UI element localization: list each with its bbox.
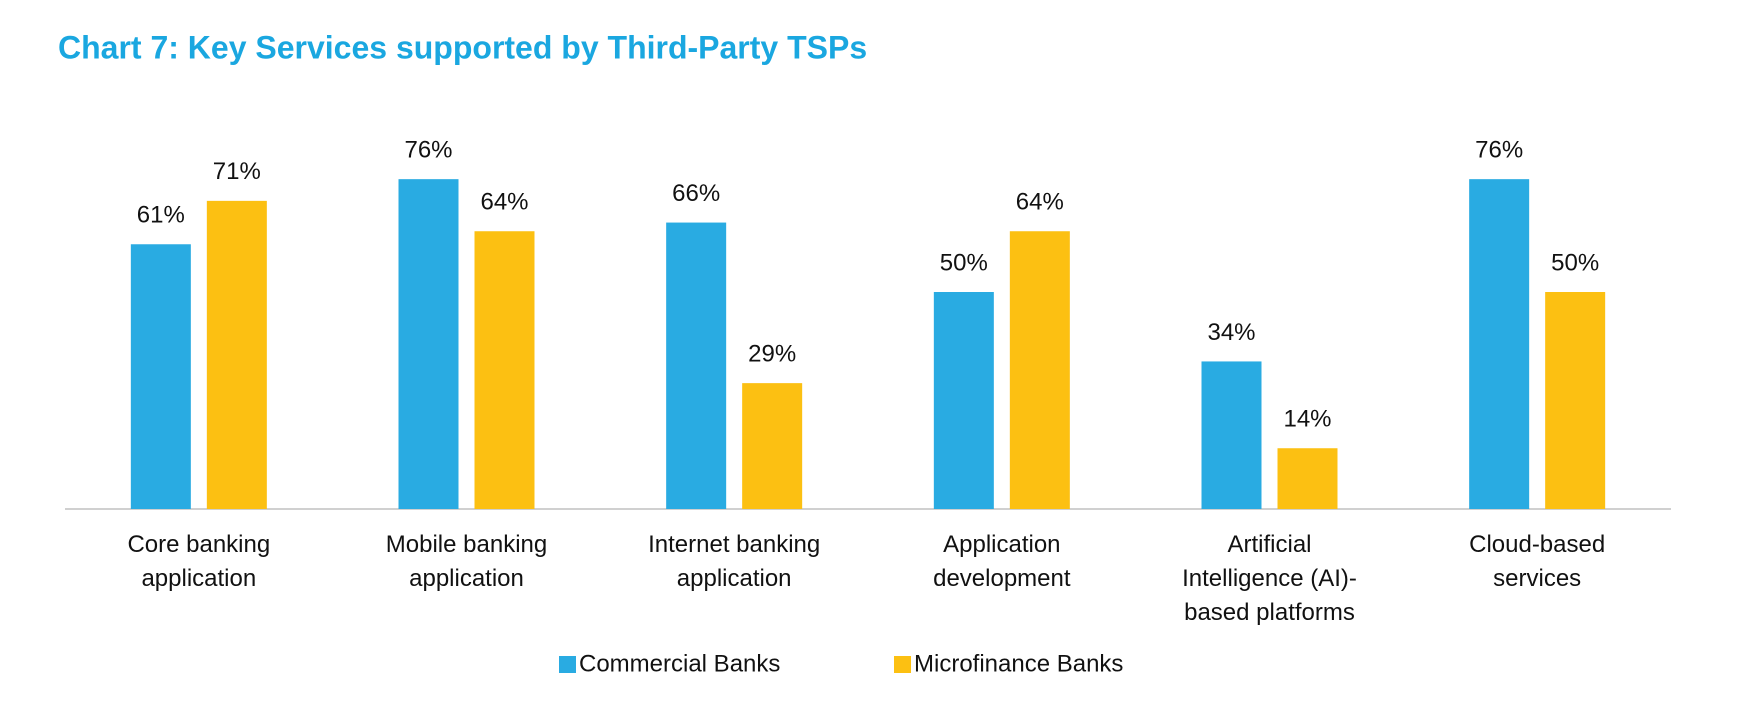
data-label: 76% — [1475, 137, 1523, 164]
data-label: 64% — [480, 189, 528, 216]
data-label: 76% — [404, 137, 452, 164]
bar — [1469, 179, 1530, 509]
x-tick-label: Core banking application — [127, 531, 271, 592]
data-label: 50% — [940, 249, 988, 276]
bar — [1201, 361, 1262, 509]
bar — [206, 200, 267, 510]
data-label: 29% — [748, 340, 796, 367]
data-label: 71% — [213, 158, 261, 185]
data-label: 34% — [1207, 319, 1255, 346]
x-tick-label: Cloud-based services — [1469, 531, 1606, 592]
x-tick-label: Artificial Intelligence (AI)- based plat… — [1182, 531, 1357, 626]
bar — [666, 222, 727, 509]
data-label: 61% — [137, 202, 185, 229]
legend-label: Commercial Banks — [579, 650, 780, 677]
bar — [474, 231, 535, 510]
legend-swatch — [894, 656, 911, 673]
data-label: 66% — [672, 180, 720, 207]
chart-title: Chart 7: Key Services supported by Third… — [58, 29, 867, 65]
bar — [933, 292, 994, 509]
legend-swatch — [559, 656, 576, 673]
data-label: 64% — [1016, 189, 1064, 216]
x-tick-label: Internet banking application — [648, 531, 821, 592]
bar — [1277, 448, 1338, 509]
bar — [130, 244, 191, 509]
legend-label: Microfinance Banks — [914, 650, 1123, 677]
bar — [1545, 292, 1606, 509]
data-label: 50% — [1551, 249, 1599, 276]
x-tick-label: Mobile banking application — [385, 531, 548, 592]
bar — [398, 179, 459, 509]
data-label: 14% — [1283, 406, 1331, 433]
x-tick-label: Application development — [933, 531, 1071, 592]
bar — [1009, 231, 1070, 510]
bar — [742, 383, 803, 509]
